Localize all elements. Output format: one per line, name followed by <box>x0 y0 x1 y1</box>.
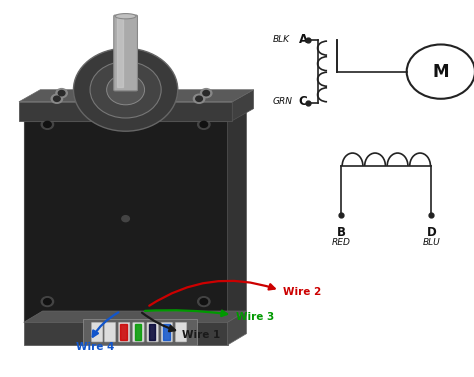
Circle shape <box>203 90 210 96</box>
Polygon shape <box>24 121 228 322</box>
Polygon shape <box>135 324 141 340</box>
FancyBboxPatch shape <box>133 322 144 342</box>
Circle shape <box>90 61 161 118</box>
Polygon shape <box>232 90 254 121</box>
FancyBboxPatch shape <box>175 322 187 342</box>
Polygon shape <box>117 17 123 87</box>
Text: BLU: BLU <box>422 238 440 247</box>
Circle shape <box>122 216 129 222</box>
Polygon shape <box>19 102 232 121</box>
Circle shape <box>41 120 54 129</box>
Circle shape <box>198 120 210 129</box>
Polygon shape <box>163 324 170 340</box>
Polygon shape <box>24 311 246 322</box>
Circle shape <box>107 75 145 105</box>
Circle shape <box>51 94 63 103</box>
Circle shape <box>198 297 210 307</box>
Circle shape <box>200 121 208 127</box>
FancyBboxPatch shape <box>118 322 130 342</box>
Circle shape <box>44 121 51 127</box>
Text: M: M <box>433 63 449 81</box>
Text: BLK: BLK <box>273 35 290 44</box>
Text: GRN: GRN <box>273 97 292 106</box>
Text: Wire 1: Wire 1 <box>182 330 221 340</box>
FancyBboxPatch shape <box>161 322 173 342</box>
Circle shape <box>58 90 65 96</box>
Circle shape <box>201 89 212 98</box>
Polygon shape <box>24 322 228 345</box>
FancyBboxPatch shape <box>91 322 103 342</box>
Circle shape <box>196 96 202 101</box>
Text: Wire 2: Wire 2 <box>283 287 322 297</box>
Polygon shape <box>83 319 197 345</box>
Text: Wire 4: Wire 4 <box>76 342 114 352</box>
Circle shape <box>73 48 178 131</box>
Circle shape <box>44 299 51 305</box>
Polygon shape <box>228 311 246 345</box>
FancyBboxPatch shape <box>114 15 137 91</box>
Ellipse shape <box>115 14 136 19</box>
Text: A: A <box>299 33 308 46</box>
FancyBboxPatch shape <box>104 322 116 342</box>
Text: Wire 3: Wire 3 <box>236 312 274 322</box>
Polygon shape <box>149 324 155 340</box>
Polygon shape <box>19 90 254 102</box>
Circle shape <box>41 297 54 307</box>
Polygon shape <box>24 109 246 121</box>
Circle shape <box>200 299 208 305</box>
Text: RED: RED <box>332 238 351 247</box>
FancyBboxPatch shape <box>147 322 158 342</box>
Polygon shape <box>228 109 246 322</box>
Circle shape <box>54 96 60 101</box>
Text: B: B <box>337 226 346 239</box>
Text: D: D <box>427 226 436 239</box>
Text: C: C <box>299 95 307 108</box>
Polygon shape <box>120 324 127 340</box>
Circle shape <box>193 94 205 103</box>
Circle shape <box>56 89 67 98</box>
